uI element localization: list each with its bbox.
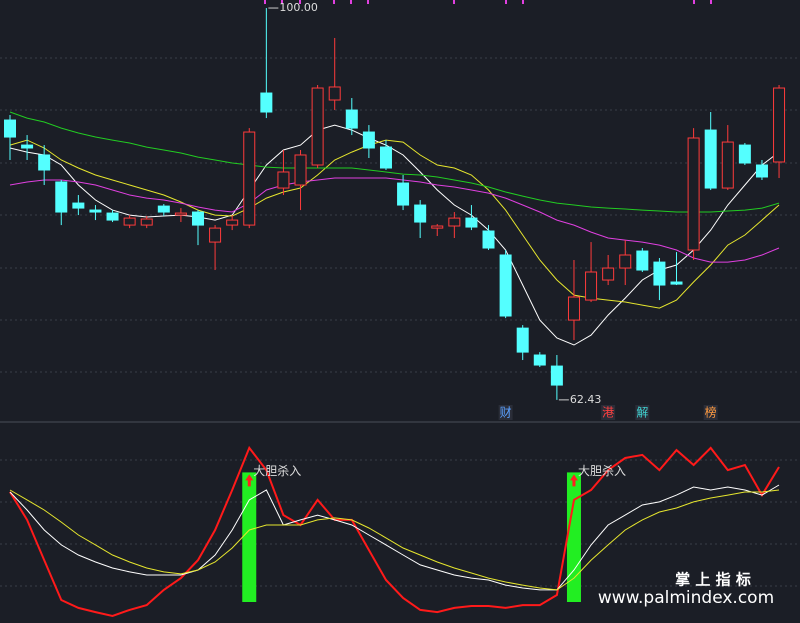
line-series — [9, 124, 780, 346]
candle-body — [516, 327, 529, 353]
event-label: 解 — [636, 406, 648, 420]
candle-body — [448, 217, 461, 227]
line-series — [9, 139, 780, 309]
signal-bar — [566, 472, 581, 602]
watermark-url: www.palmindex.com — [598, 588, 774, 608]
candle-body — [567, 296, 580, 321]
line-series — [9, 177, 780, 263]
candle-body — [294, 154, 307, 186]
candle-body — [755, 164, 768, 178]
candle-body — [602, 267, 615, 281]
candle-body — [619, 254, 632, 269]
candle-body — [379, 146, 392, 169]
candle-body — [636, 250, 649, 271]
line-series — [9, 489, 780, 591]
candle-body — [704, 129, 717, 189]
event-label: 财 — [500, 406, 512, 420]
candle-body — [89, 209, 102, 213]
signal-label: 大胆杀入 — [253, 463, 301, 478]
candle-body — [653, 261, 666, 286]
event-label: 榜 — [705, 405, 717, 420]
event-label: 港 — [602, 406, 614, 420]
candle-body — [311, 87, 324, 166]
candle-body — [585, 271, 598, 301]
top-markers — [264, 0, 712, 4]
candle-body — [72, 202, 85, 209]
candle-body — [721, 141, 734, 189]
candle-body — [431, 225, 444, 229]
annotation-label: 62.43 — [570, 393, 602, 406]
annotation-label: 100.00 — [279, 1, 318, 14]
candle-body — [123, 217, 136, 226]
candle-body — [738, 144, 751, 164]
candle-body — [550, 365, 563, 386]
candle-body — [670, 281, 683, 285]
candle-body — [277, 171, 290, 189]
event-box — [703, 405, 718, 420]
candle-body — [140, 218, 153, 226]
signal-label: 大胆杀入 — [578, 463, 626, 478]
candle-body — [465, 217, 478, 228]
candle-body — [482, 230, 495, 249]
event-box — [601, 405, 616, 420]
candle-body — [328, 86, 341, 101]
line-series — [9, 111, 780, 213]
event-box — [635, 405, 650, 420]
candle-body — [414, 204, 427, 223]
watermark-title: 掌 上 指 标 — [675, 571, 751, 589]
candle-body — [209, 227, 222, 243]
candle-body — [174, 212, 187, 216]
candle-body — [243, 131, 256, 226]
candle-body — [397, 182, 410, 206]
candle-body — [260, 92, 273, 113]
line-series — [9, 484, 780, 591]
candle-body — [226, 219, 239, 226]
signal-arrow — [245, 474, 254, 487]
candle-body — [773, 87, 786, 163]
candle-body — [687, 137, 700, 251]
candle-body — [38, 154, 51, 171]
signal-arrow — [569, 474, 578, 487]
candle-body — [4, 119, 16, 138]
candle-body — [533, 354, 546, 366]
event-box — [498, 405, 513, 420]
candle-body — [191, 211, 204, 226]
candle-body — [55, 181, 68, 213]
candle-body — [106, 212, 119, 221]
candle-body — [21, 144, 34, 149]
signal-bar — [242, 472, 257, 602]
candle-body — [499, 254, 512, 317]
line-series — [9, 445, 780, 618]
candle-body — [362, 131, 375, 149]
candle-body — [157, 205, 170, 213]
candle-body — [345, 109, 358, 129]
